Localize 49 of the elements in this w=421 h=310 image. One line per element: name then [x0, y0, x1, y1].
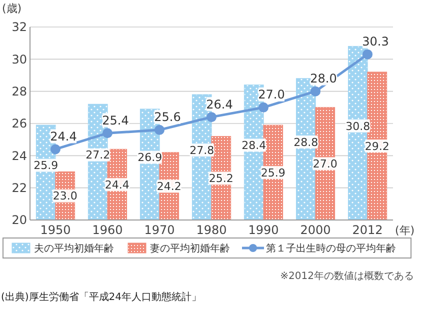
x-tick-label: 1980 — [196, 223, 227, 237]
data-label: 28.0 — [310, 72, 337, 86]
data-label: 29.2 — [364, 140, 390, 153]
data-label: 25.2 — [208, 172, 234, 186]
x-tick-label: 1970 — [144, 223, 175, 237]
y-tick-label: 26 — [12, 116, 27, 131]
data-label: 25.9 — [34, 159, 58, 172]
data-label: 26.9 — [138, 151, 162, 164]
data-label: 28.4 — [242, 139, 266, 152]
text: (出典)厚生労働省「平成24年人口動態統計」 — [1, 291, 202, 303]
y-tick-label: 32 — [12, 20, 27, 34]
data-label: 27.8 — [190, 144, 214, 157]
data-label: 23.0 — [52, 190, 78, 203]
point — [50, 144, 60, 154]
data-label: 25.9 — [260, 166, 286, 180]
data-label: 28.8 — [294, 136, 318, 149]
data-label: 27.2 — [86, 148, 110, 162]
legend-label: 夫の平均初婚年齢 — [34, 242, 114, 254]
x-tick-label: 1960 — [92, 223, 123, 237]
x-axis-title: (年) — [395, 224, 415, 237]
data-label: 24.2 — [156, 180, 182, 194]
legend-label: 妻の平均初婚年齢 — [150, 242, 230, 254]
y-tick-label: 30 — [12, 52, 27, 66]
point — [362, 49, 373, 60]
point — [206, 112, 216, 122]
point — [102, 128, 112, 138]
y-tick-label: 28 — [12, 84, 27, 99]
x-tick-label: 1950 — [40, 223, 71, 237]
y-tick-label: 20 — [12, 213, 27, 228]
x-tick-label: 1990 — [248, 223, 279, 237]
legend-label: 第１子出生時の母の平均年齢 — [266, 242, 396, 254]
y-axis-title: (歳) — [2, 2, 22, 15]
x-tick-label: 2012 — [352, 223, 383, 237]
data-label: 27.0 — [312, 158, 338, 171]
point — [310, 86, 321, 96]
data-label: 24.4 — [50, 129, 77, 144]
y-tick-label: 22 — [12, 181, 27, 196]
data-label: 26.4 — [206, 97, 233, 112]
data-label: 25.4 — [102, 113, 129, 128]
y-tick-label: 24 — [12, 148, 27, 163]
data-label: 24.4 — [104, 178, 130, 192]
data-label: 30.8 — [346, 120, 370, 133]
data-label: 27.0 — [258, 88, 285, 102]
point — [258, 102, 269, 112]
point — [154, 124, 164, 135]
text: ※2012年の数値は概数である — [280, 270, 414, 282]
x-tick-label: 2000 — [300, 223, 331, 237]
data-label: 25.6 — [154, 110, 181, 124]
data-label: 30.3 — [362, 34, 389, 49]
